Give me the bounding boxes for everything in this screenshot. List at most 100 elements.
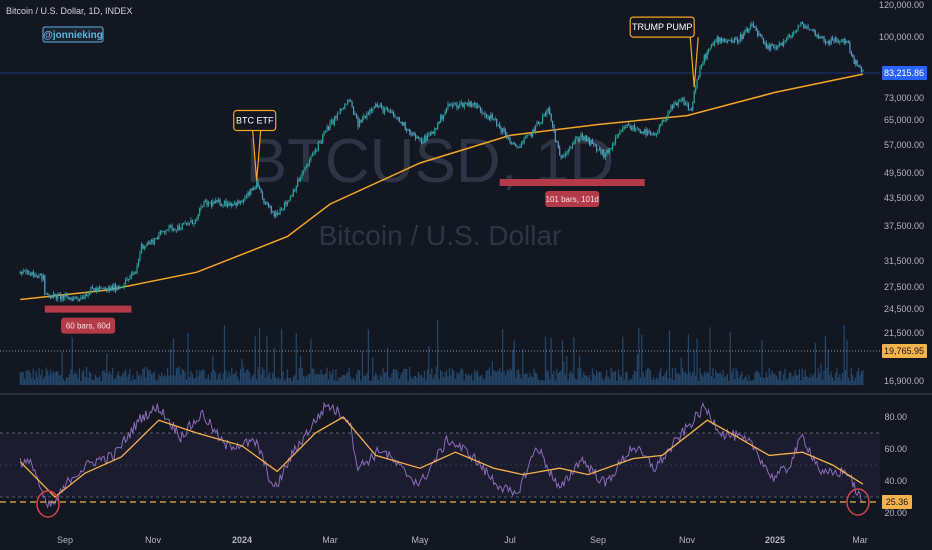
candle-body bbox=[628, 124, 630, 126]
candle-body bbox=[622, 127, 624, 132]
volume-bar bbox=[537, 379, 539, 385]
volume-bar bbox=[716, 373, 718, 385]
candle-body bbox=[29, 274, 31, 276]
volume-bar bbox=[373, 376, 375, 385]
candle-body bbox=[512, 142, 514, 144]
volume-bar bbox=[22, 371, 24, 385]
volume-bar bbox=[482, 379, 485, 385]
candle-body bbox=[747, 28, 749, 33]
volume-bar bbox=[152, 373, 154, 385]
volume-bar bbox=[735, 368, 737, 385]
volume-bar bbox=[158, 374, 160, 385]
candle-body bbox=[682, 97, 684, 100]
volume-bar bbox=[559, 371, 561, 385]
volume-bar bbox=[31, 378, 33, 385]
candle-body bbox=[679, 100, 681, 102]
volume-bar bbox=[338, 376, 340, 385]
candle-body bbox=[148, 243, 150, 244]
price-axis-label: 16,900.00 bbox=[884, 376, 924, 386]
candle-body bbox=[372, 108, 374, 111]
candle-body bbox=[77, 298, 79, 300]
volume-bar bbox=[263, 370, 265, 385]
volume-bar bbox=[361, 351, 364, 385]
candle-body bbox=[35, 275, 37, 277]
candle-body bbox=[570, 146, 572, 149]
rsi-panel[interactable]: 25.36 80.00 60.00 40.00 20.00 Sep Nov 2024 Mar Ma… bbox=[0, 401, 912, 545]
candle-body bbox=[99, 287, 101, 291]
volume-bar bbox=[840, 379, 842, 385]
candle-body bbox=[41, 273, 43, 280]
candle-body bbox=[210, 202, 212, 206]
candle-body bbox=[358, 120, 361, 127]
volume-bar bbox=[140, 376, 143, 385]
volume-bar bbox=[245, 369, 247, 385]
volume-bar bbox=[132, 375, 134, 385]
volume-bar bbox=[472, 380, 474, 385]
volume-bar bbox=[638, 328, 640, 385]
candle-body bbox=[648, 131, 650, 132]
candle-body bbox=[216, 200, 218, 202]
volume-bar bbox=[153, 371, 156, 385]
candle-body bbox=[827, 41, 829, 44]
volume-bar bbox=[319, 374, 321, 385]
candle-body bbox=[109, 287, 111, 291]
candle-body bbox=[263, 198, 265, 204]
volume-bar bbox=[654, 379, 656, 385]
volume-bar bbox=[45, 367, 47, 385]
candle-body bbox=[112, 286, 114, 291]
volume-bar bbox=[576, 379, 578, 385]
candle-body bbox=[652, 133, 654, 136]
rsi-low-circle bbox=[36, 490, 60, 518]
volume-bar bbox=[670, 378, 672, 385]
volume-bar bbox=[344, 375, 346, 385]
candle-body bbox=[700, 65, 702, 69]
volume-bar bbox=[285, 378, 287, 385]
candle-body bbox=[135, 272, 137, 274]
volume-bar bbox=[856, 371, 858, 385]
volume-bar bbox=[420, 375, 423, 385]
volume-bar bbox=[225, 369, 227, 385]
volume-bar bbox=[852, 375, 854, 385]
volume-bar bbox=[687, 334, 690, 385]
price-axis-label: 73,000.00 bbox=[884, 93, 924, 103]
volume-bar bbox=[767, 377, 769, 385]
candle-body bbox=[161, 230, 163, 232]
candle-body bbox=[597, 149, 599, 151]
volume-bar bbox=[379, 374, 381, 385]
volume-bar bbox=[744, 377, 746, 385]
candle-body bbox=[378, 106, 380, 108]
volume-bar bbox=[791, 376, 793, 385]
volume-bar bbox=[469, 375, 471, 385]
volume-bar bbox=[269, 371, 271, 385]
candle-body bbox=[133, 272, 135, 274]
event-label: BTC ETF bbox=[236, 116, 274, 126]
candle-body bbox=[696, 79, 698, 88]
candle-body bbox=[481, 110, 483, 114]
volume-bar bbox=[453, 370, 455, 385]
volume-bar bbox=[403, 368, 405, 385]
candle-body bbox=[54, 293, 56, 295]
candle-body bbox=[320, 141, 322, 143]
volume-bar bbox=[317, 374, 319, 385]
candle-body bbox=[661, 120, 663, 125]
volume-bar bbox=[422, 377, 424, 385]
candle-body bbox=[465, 103, 467, 104]
volume-bar bbox=[204, 378, 207, 385]
candle-body bbox=[510, 142, 512, 144]
volume-bar bbox=[557, 373, 559, 385]
volume-bar bbox=[613, 371, 615, 385]
candle-body bbox=[587, 137, 589, 141]
candle-body bbox=[601, 150, 603, 154]
volume-bar bbox=[459, 371, 461, 385]
volume-bar bbox=[616, 380, 618, 385]
candle-body bbox=[391, 112, 393, 113]
volume-bar bbox=[161, 372, 163, 385]
volume-bar bbox=[410, 376, 412, 385]
candle-body bbox=[63, 295, 65, 299]
candle-body bbox=[719, 37, 721, 43]
volume-bar bbox=[811, 376, 814, 385]
volume-bar bbox=[859, 375, 861, 385]
volume-bar bbox=[610, 367, 612, 385]
volume-bar bbox=[222, 373, 224, 385]
